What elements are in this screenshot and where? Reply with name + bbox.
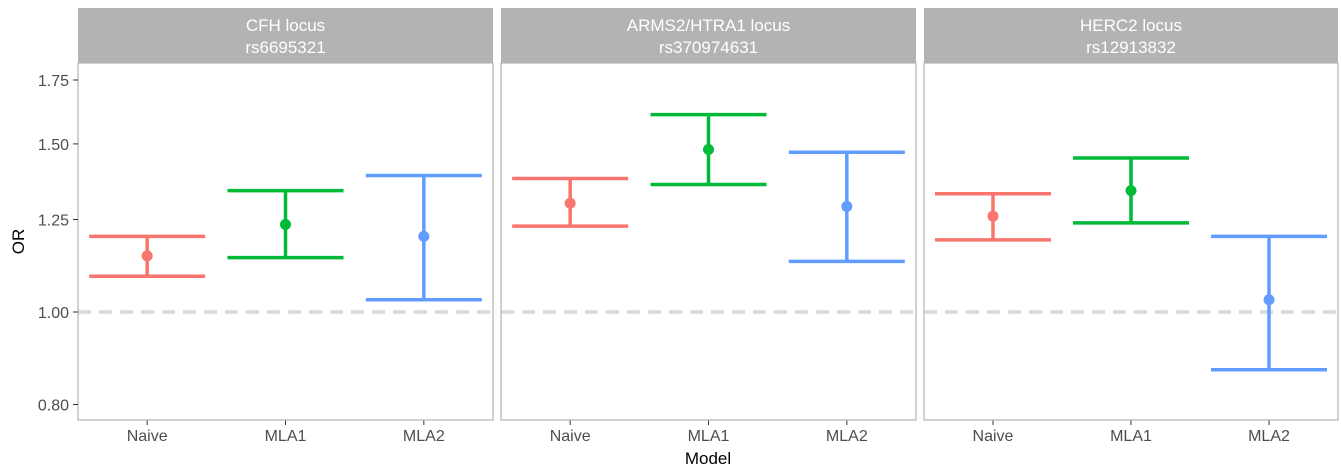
x-tick-label: MLA2	[403, 428, 445, 445]
x-tick-label: MLA1	[688, 428, 730, 445]
x-tick-label: MLA2	[826, 428, 868, 445]
point-estimate	[418, 230, 430, 242]
point-estimate	[280, 218, 291, 230]
x-tick-label: Naive	[127, 428, 168, 445]
y-tick-label: 1.00	[38, 305, 69, 322]
panel-border	[500, 62, 917, 421]
x-tick-label: MLA1	[265, 428, 307, 445]
panel-title-line1: HERC2 locus	[1080, 16, 1182, 35]
x-axis-title: Model	[685, 449, 731, 468]
x-tick-label: MLA1	[1110, 428, 1152, 445]
point-estimate	[987, 210, 999, 222]
point-estimate	[141, 250, 153, 262]
point-estimate	[703, 143, 714, 155]
y-tick-label: 1.25	[38, 212, 69, 229]
panel-title-line2: rs6695321	[245, 38, 325, 57]
x-tick-label: Naive	[973, 428, 1014, 445]
point-estimate	[841, 200, 853, 212]
x-tick-label: Naive	[550, 428, 591, 445]
y-tick-label: 0.80	[38, 398, 69, 415]
point-estimate	[564, 197, 576, 209]
y-tick-label: 1.50	[38, 137, 69, 154]
panel-title-line1: ARMS2/HTRA1 locus	[627, 16, 790, 35]
panel-strip	[924, 8, 1338, 63]
x-tick-label: MLA2	[1248, 428, 1290, 445]
panel-border	[77, 62, 494, 421]
point-estimate	[1263, 294, 1275, 306]
panel-strip	[501, 8, 916, 63]
point-estimate	[1125, 185, 1137, 197]
y-tick-label: 1.75	[38, 73, 69, 90]
panel-title-line2: rs12913832	[1086, 38, 1176, 57]
panel-border	[923, 62, 1339, 421]
y-axis-title: OR	[9, 229, 28, 255]
panel-title-line2: rs370974631	[659, 38, 758, 57]
panel-title-line1: CFH locus	[246, 16, 325, 35]
panel-strip	[78, 8, 493, 63]
